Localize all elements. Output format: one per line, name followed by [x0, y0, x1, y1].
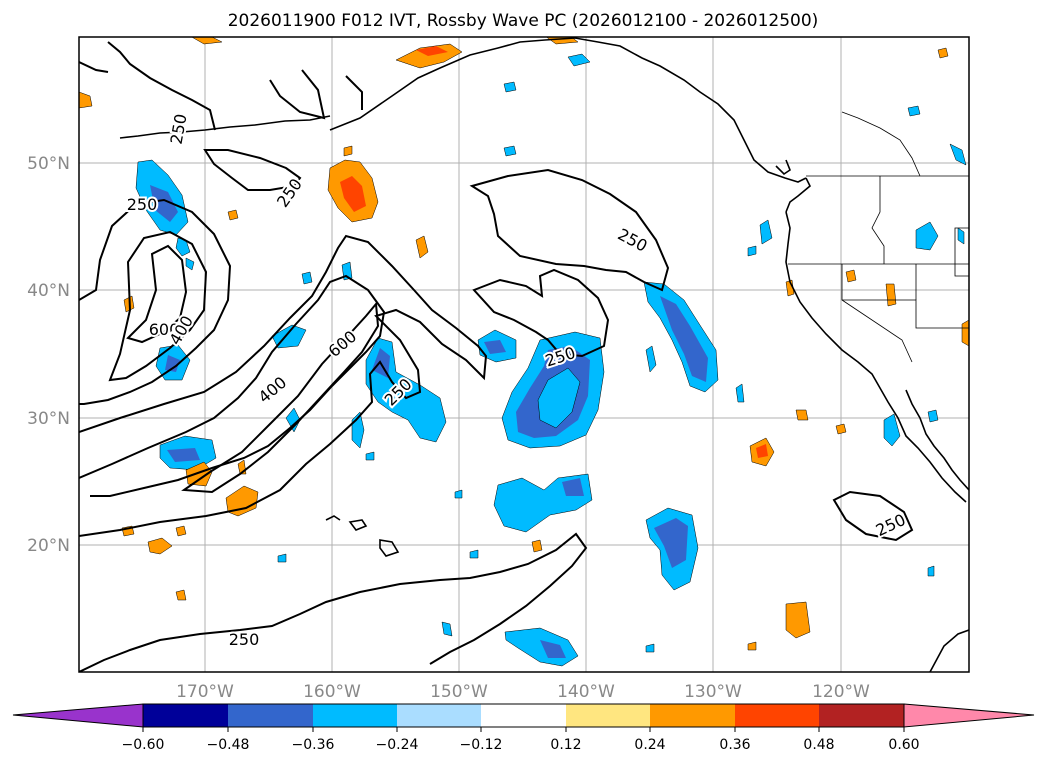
colorbar-tick-label: 0.60	[888, 737, 919, 753]
colorbar-tick-label: −0.12	[460, 737, 503, 753]
plot-frame	[78, 36, 970, 673]
colorbar-tick-label: −0.48	[207, 737, 250, 753]
lon-label: 130°W	[684, 682, 742, 702]
lon-label: 140°W	[557, 682, 615, 702]
colorbar-bin	[566, 704, 650, 727]
colorbar-tick-label: −0.24	[376, 737, 419, 753]
map-title: 2026011900 F012 IVT, Rossby Wave PC (202…	[228, 11, 819, 31]
longitude-labels: 170°W 160°W 150°W 140°W 130°W 120°W	[176, 682, 870, 702]
negative-anomaly-shading	[135, 53, 967, 667]
colorbar-tick-labels: −0.60 −0.48 −0.36 −0.24 −0.12 0.12 0.24 …	[122, 737, 920, 753]
lat-label: 50°N	[27, 154, 70, 174]
colorbar-bin	[228, 704, 313, 727]
lat-label: 40°N	[27, 281, 70, 301]
contour-label: 250	[127, 195, 158, 214]
colorbar-tick-label: 0.24	[634, 737, 665, 753]
colorbar-frame	[142, 703, 905, 728]
colorbar-bin	[397, 704, 481, 727]
lon-label: 150°W	[430, 682, 488, 702]
colorbar-tick-label: −0.60	[122, 737, 165, 753]
positive-anomaly-shading	[79, 37, 969, 651]
lon-label: 120°W	[812, 682, 870, 702]
colorbar-tick-label: 0.36	[719, 737, 750, 753]
colorbar-bin	[735, 704, 819, 727]
colorbar-tick-label: 0.48	[803, 737, 834, 753]
lon-label: 160°W	[303, 682, 361, 702]
coastlines	[119, 37, 969, 672]
colorbar-bin	[650, 704, 735, 727]
colorbar-tick-label: −0.36	[292, 737, 335, 753]
political-boundaries	[788, 111, 969, 363]
colorbar-ticks	[142, 727, 905, 732]
colorbar-bin	[143, 704, 228, 727]
lat-label: 30°N	[27, 409, 70, 429]
colorbar-bin	[481, 704, 566, 727]
lat-label: 20°N	[27, 536, 70, 556]
contour-label: 250	[229, 630, 260, 649]
lon-label: 170°W	[176, 682, 234, 702]
colorbar-bin	[819, 704, 904, 727]
contour-label: 600	[149, 320, 180, 339]
colorbar: −0.60 −0.48 −0.36 −0.24 −0.12 0.12 0.24 …	[12, 703, 1035, 753]
latitude-labels: 50°N 40°N 30°N 20°N	[27, 154, 70, 556]
colorbar-tick-label: 0.12	[550, 737, 581, 753]
ivt-contours	[79, 41, 914, 672]
colorbar-bin	[313, 704, 397, 727]
